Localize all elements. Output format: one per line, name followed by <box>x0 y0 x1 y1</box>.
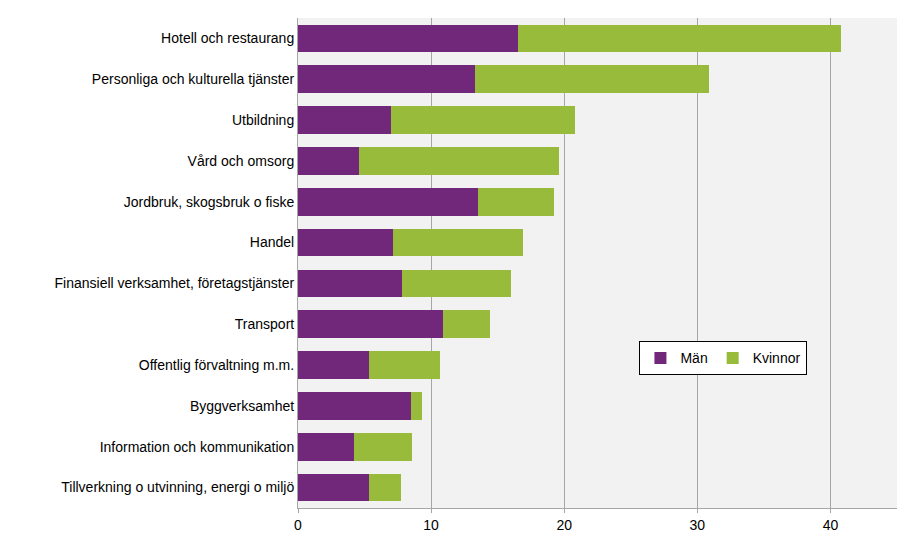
svg-text:Utbildning: Utbildning <box>232 112 294 128</box>
svg-text:Information och kommunikation: Information och kommunikation <box>100 439 295 455</box>
svg-text:Finansiell verksamhet, företag: Finansiell verksamhet, företagstjänster <box>55 275 295 291</box>
svg-text:Kvinnor: Kvinnor <box>753 350 801 366</box>
svg-text:Jordbruk, skogsbruk o fiske: Jordbruk, skogsbruk o fiske <box>124 194 295 210</box>
svg-text:Byggverksamhet: Byggverksamhet <box>190 398 294 414</box>
svg-text:40: 40 <box>823 517 839 533</box>
svg-text:Hotell och restaurang: Hotell och restaurang <box>161 30 294 46</box>
svg-text:Offentlig förvaltning m.m.: Offentlig förvaltning m.m. <box>139 357 294 373</box>
svg-text:20: 20 <box>556 517 572 533</box>
svg-text:Män: Män <box>680 350 707 366</box>
svg-text:30: 30 <box>690 517 706 533</box>
svg-text:Tillverkning o utvinning, ener: Tillverkning o utvinning, energi o miljö <box>61 479 294 495</box>
svg-text:Transport: Transport <box>235 316 295 332</box>
svg-text:10: 10 <box>423 517 439 533</box>
svg-text:0: 0 <box>294 517 302 533</box>
svg-text:Handel: Handel <box>250 234 294 250</box>
svg-text:Vård och omsorg: Vård och omsorg <box>188 153 295 169</box>
svg-text:Personliga och kulturella tjän: Personliga och kulturella tjänster <box>92 71 295 87</box>
